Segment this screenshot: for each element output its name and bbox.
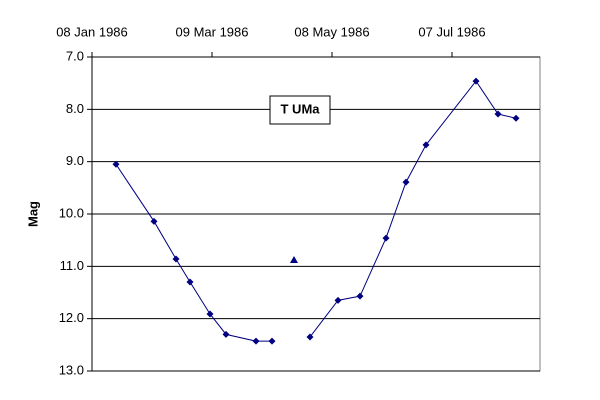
data-point — [206, 310, 214, 318]
data-point — [356, 292, 364, 300]
data-point — [512, 114, 520, 122]
data-point — [382, 234, 390, 242]
data-point — [290, 256, 298, 264]
x-tick-label: 07 Jul 1986 — [418, 24, 485, 39]
data-point — [402, 178, 410, 186]
data-point — [172, 255, 180, 263]
data-point — [112, 160, 120, 168]
y-tick-label: 13.0 — [59, 362, 84, 377]
y-tick-label: 9.0 — [66, 153, 84, 168]
y-tick-label: 11.0 — [60, 258, 84, 273]
data-point — [422, 141, 430, 149]
y-tick-label: 12.0 — [59, 310, 84, 325]
x-tick-label: 08 May 1986 — [294, 24, 369, 39]
data-point — [472, 77, 480, 85]
data-point — [222, 330, 230, 338]
x-tick-label: 08 Jan 1986 — [56, 24, 128, 39]
data-point — [494, 110, 502, 118]
data-point — [306, 333, 314, 341]
x-tick-label: 09 Mar 1986 — [176, 24, 249, 39]
annotation: T UMa — [281, 101, 321, 116]
y-tick-label: 10.0 — [59, 205, 84, 220]
annotation-box — [269, 95, 331, 125]
data-point — [252, 337, 260, 345]
y-tick-label: 8.0 — [66, 101, 84, 116]
data-point — [150, 217, 158, 225]
data-point — [268, 337, 276, 345]
data-point — [186, 278, 194, 286]
data-point — [334, 296, 342, 304]
y-tick-label: 7.0 — [66, 48, 84, 63]
y-axis-label: Mag — [25, 201, 40, 227]
